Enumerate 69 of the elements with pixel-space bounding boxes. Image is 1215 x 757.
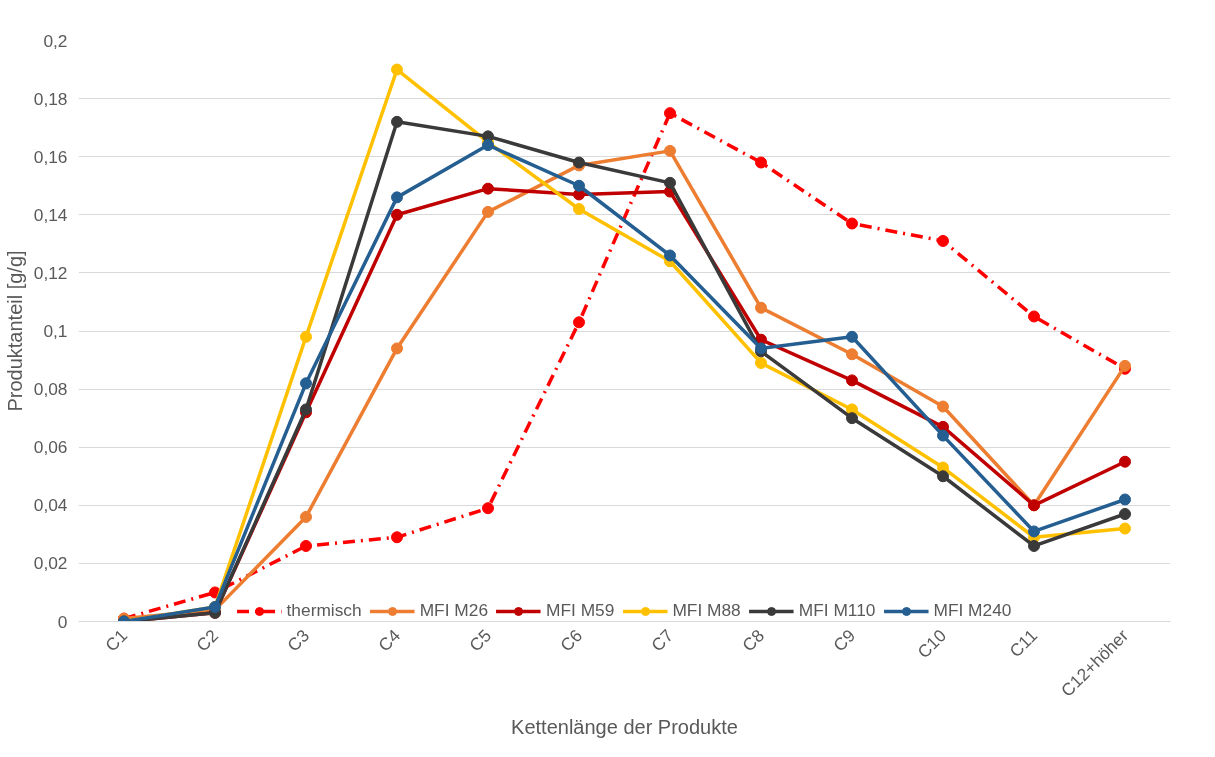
point (846, 330, 858, 343)
point (482, 182, 494, 195)
point (846, 217, 858, 230)
point (573, 203, 585, 215)
point (664, 144, 676, 157)
legend-label: MFI M240 (933, 600, 1012, 621)
x-tick-label: C3 (283, 625, 314, 656)
point (1119, 455, 1131, 468)
point (482, 205, 494, 218)
point (664, 176, 676, 189)
point (391, 208, 403, 221)
point (1119, 493, 1131, 506)
point (391, 115, 403, 128)
legend-label: MFI M88 (672, 600, 741, 621)
y-tick-label: 0,08 (33, 379, 68, 400)
y-tick-label: 0,18 (33, 88, 68, 109)
y-tick-label: 0,02 (33, 553, 68, 574)
point (573, 316, 585, 329)
y-tick-label: 0,16 (33, 146, 68, 167)
legend-label: MFI M110 (798, 600, 876, 621)
point (1028, 525, 1040, 538)
y-tick-label: 0 (57, 611, 68, 632)
point (300, 539, 312, 552)
point (846, 412, 858, 425)
point (1028, 539, 1040, 552)
y-tick-label: 0,14 (33, 204, 68, 225)
point (300, 330, 312, 343)
x-tick-label: C1 (101, 625, 132, 656)
legend-label: thermisch (286, 600, 362, 621)
point (937, 400, 949, 413)
point (846, 348, 858, 361)
y-tick-label: 0,2 (43, 30, 68, 51)
point (664, 107, 676, 120)
y-tick-label: 0,1 (43, 321, 68, 341)
point (391, 531, 403, 544)
point (755, 156, 767, 169)
point (300, 510, 312, 523)
point (573, 179, 585, 192)
point (937, 234, 949, 247)
y-tick-label: 0,12 (33, 262, 68, 283)
x-tick-label: C5 (465, 625, 496, 656)
x-tick-label: C4 (374, 625, 405, 656)
y-tick-label: 0,06 (33, 437, 68, 458)
point (391, 191, 403, 204)
x-tick-label: C8 (738, 625, 769, 656)
point (391, 342, 403, 355)
x-axis-title: Kettenlänge der Produkte (511, 715, 738, 738)
point (937, 429, 949, 442)
x-tick-label: C11 (1005, 625, 1042, 662)
point (664, 249, 676, 262)
point (937, 470, 949, 483)
point (846, 374, 858, 387)
point (1119, 508, 1131, 520)
point (1028, 310, 1040, 323)
point (755, 356, 767, 369)
x-tick-label: C9 (829, 625, 860, 656)
legend-label: MFI M26 (419, 600, 489, 621)
point (1119, 522, 1131, 535)
point (391, 63, 403, 76)
x-tick-label: C6 (556, 625, 587, 656)
y-tick-label: 0,04 (33, 495, 68, 516)
x-tick-label: C7 (647, 625, 678, 656)
point (300, 377, 312, 390)
point (755, 301, 767, 314)
point (482, 502, 494, 515)
x-tick-label: C2 (192, 625, 223, 656)
legend-label: MFI M59 (546, 600, 615, 621)
y-axis-title: Produktanteil [g/g] (3, 250, 26, 412)
x-tick-label: C10 (913, 625, 951, 663)
